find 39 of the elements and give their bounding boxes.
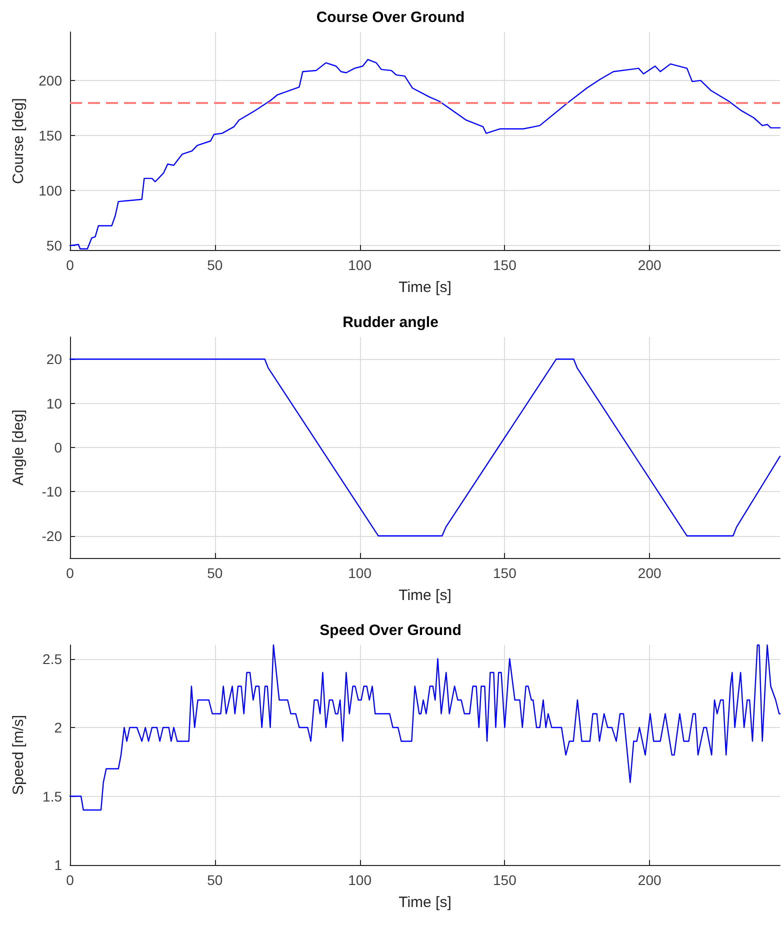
y-tick-label: 10 [46, 395, 62, 412]
x-tick-label: 200 [638, 257, 662, 273]
y-tick-label: 200 [38, 72, 62, 88]
x-tick-label: 150 [493, 872, 517, 888]
x-tick-label: 50 [207, 872, 223, 888]
y-axis-title: Angle [deg] [10, 410, 27, 486]
x-axis-title: Time [s] [398, 279, 452, 296]
x-tick-label: 50 [207, 565, 223, 581]
y-tick-label: -10 [42, 484, 62, 500]
x-tick-label: 100 [348, 565, 372, 581]
chart-title: Course Over Ground [316, 9, 465, 26]
y-tick-label: 50 [46, 238, 62, 254]
y-tick-label: 2.5 [42, 650, 62, 667]
y-axis-title: Speed [m/s] [10, 714, 27, 796]
y-tick-label: 100 [38, 182, 62, 199]
y-tick-label: 0 [54, 440, 62, 456]
y-tick-label: 20 [46, 351, 62, 368]
x-axis-title: Time [s] [398, 587, 452, 604]
x-tick-label: 0 [66, 257, 74, 273]
line-series [69, 644, 781, 811]
chart-title: Speed Over Ground [320, 622, 462, 639]
y-tick-label: 150 [38, 127, 62, 144]
x-tick-label: 100 [348, 872, 372, 888]
chart-title: Rudder angle [342, 314, 438, 331]
x-tick-label: 150 [493, 257, 517, 273]
x-tick-label: 50 [207, 257, 223, 273]
y-tick-label: 2 [54, 720, 62, 736]
y-tick-label: 1 [54, 857, 62, 873]
x-tick-label: 0 [66, 565, 74, 581]
x-tick-label: 150 [493, 565, 517, 581]
line-series [69, 358, 781, 536]
x-axis-title: Time [s] [398, 894, 452, 911]
x-tick-label: 0 [66, 872, 74, 888]
x-tick-label: 200 [638, 872, 662, 888]
x-tick-label: 200 [638, 565, 662, 581]
x-tick-label: 100 [348, 257, 372, 273]
y-tick-label: -20 [42, 528, 62, 544]
y-tick-label: 1.5 [42, 788, 62, 804]
y-axis-title: Course [deg] [10, 98, 27, 184]
